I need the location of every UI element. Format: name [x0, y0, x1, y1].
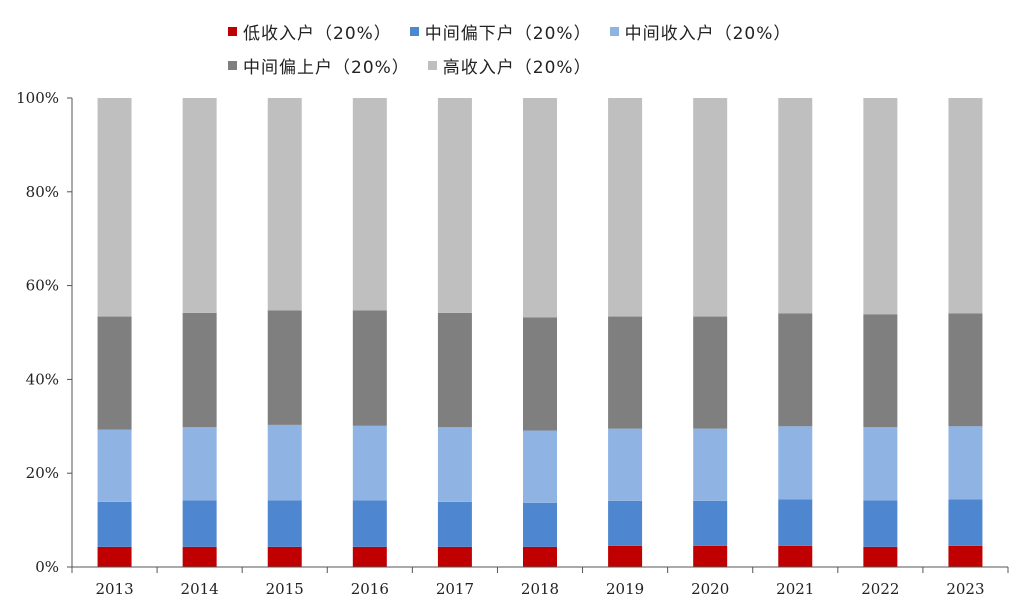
bar-segment-2017-series-0	[437, 546, 472, 567]
bar-segment-2016-series-0	[352, 546, 387, 567]
bar-segment-2021-series-3	[778, 313, 813, 427]
x-tick-label-2015: 2015	[266, 580, 304, 598]
bar-segment-2017-series-1	[437, 501, 472, 547]
y-tick-label-40pct: 40%	[26, 370, 59, 388]
bar-segment-2023-series-2	[948, 426, 983, 500]
bar-segment-2020-series-2	[693, 428, 728, 501]
legend-swatch-low-income	[228, 26, 237, 36]
legend-label-high-income: 高收入户（20%）	[442, 57, 592, 78]
bar-segment-2021-series-2	[778, 426, 813, 500]
legend-row-2: 中间偏上户（20%） 高收入户（20%）	[228, 48, 848, 82]
bar-segment-2019-series-2	[608, 428, 643, 501]
x-tick-label-2022: 2022	[861, 580, 899, 598]
bar-segment-2022-series-4	[863, 98, 898, 315]
y-tick-label-60pct: 60%	[26, 277, 59, 295]
legend-row-1: 低收入户（20%） 中间偏下户（20%） 中间收入户（20%）	[228, 14, 848, 48]
legend-label-middle-income: 中间收入户（20%）	[624, 23, 792, 44]
bar-segment-2017-series-3	[437, 312, 472, 428]
x-tick-label-2013: 2013	[95, 580, 133, 598]
legend-item-high-income: 高收入户（20%）	[427, 53, 592, 78]
bar-segment-2013-series-3	[97, 316, 132, 430]
bar-segment-2016-series-1	[352, 500, 387, 547]
bar-segment-2016-series-3	[352, 310, 387, 426]
x-tick-label-2019: 2019	[606, 580, 644, 598]
bar-segment-2015-series-0	[267, 546, 302, 567]
bar-segment-2023-series-0	[948, 545, 983, 567]
bar-segment-2013-series-2	[97, 429, 132, 502]
x-tick-label-2023: 2023	[946, 580, 984, 598]
legend-swatch-lower-middle-income	[409, 26, 419, 36]
bar-segment-2023-series-1	[948, 499, 983, 546]
x-tick-label-2017: 2017	[436, 580, 474, 598]
bar-segment-2018-series-4	[523, 98, 557, 318]
bar-segment-2016-series-2	[352, 425, 387, 501]
bar-segment-2021-series-4	[778, 98, 813, 314]
x-tick-label-2018: 2018	[521, 580, 559, 598]
bar-segment-2014-series-2	[182, 427, 217, 501]
bar-segment-2015-series-3	[267, 310, 302, 425]
bar-segment-2013-series-4	[97, 98, 132, 317]
bar-segment-2023-series-3	[948, 313, 983, 427]
bar-segment-2019-series-1	[608, 500, 643, 546]
legend-label-lower-middle-income: 中间偏下户（20%）	[424, 23, 592, 44]
bar-segment-2020-series-0	[693, 545, 728, 567]
bar-segment-2015-series-1	[267, 500, 302, 547]
bar-segment-2015-series-2	[267, 424, 302, 501]
y-tick-label-0pct: 0%	[35, 558, 59, 576]
bar-segment-2021-series-0	[778, 545, 813, 567]
bar-segment-2022-series-3	[863, 314, 898, 428]
bar-segment-2016-series-4	[352, 98, 387, 311]
y-tick-label-80pct: 80%	[26, 183, 59, 201]
bar-segment-2021-series-1	[778, 499, 813, 546]
bar-segment-2018-series-2	[523, 430, 557, 503]
bar-segment-2017-series-2	[437, 427, 472, 502]
bar-segment-2020-series-3	[693, 316, 728, 429]
axes-layer: 2013 2014 2015 2016 2017 2018 2019 2020 2021 2022…	[16, 89, 1009, 598]
bar-segment-2022-series-1	[863, 500, 898, 547]
bar-segment-2015-series-4	[267, 98, 302, 311]
legend-swatch-high-income	[427, 60, 437, 70]
bar-segment-2020-series-4	[693, 98, 728, 317]
legend: 低收入户（20%） 中间偏下户（20%） 中间收入户（20%） 中间偏上户（20…	[228, 14, 848, 82]
bars-layer	[97, 98, 983, 567]
bar-segment-2014-series-4	[182, 98, 217, 313]
bar-segment-2019-series-4	[608, 98, 643, 317]
x-tick-label-2021: 2021	[776, 580, 814, 598]
bar-segment-2017-series-4	[437, 98, 472, 313]
legend-swatch-middle-income	[609, 26, 619, 36]
bar-segment-2018-series-3	[523, 317, 557, 431]
x-tick-label-2016: 2016	[351, 580, 389, 598]
bar-segment-2020-series-1	[693, 500, 728, 546]
bar-segment-2013-series-1	[97, 501, 132, 547]
x-tick-label-2020: 2020	[691, 580, 729, 598]
y-tick-label-100pct: 100%	[16, 89, 59, 107]
legend-label-upper-middle-income: 中间偏上户（20%）	[243, 57, 410, 78]
bar-segment-2018-series-0	[523, 546, 557, 567]
bar-segment-2014-series-0	[182, 546, 217, 567]
bar-segment-2013-series-0	[97, 546, 132, 567]
y-tick-label-20pct: 20%	[26, 464, 59, 482]
bar-segment-2018-series-1	[523, 502, 557, 547]
x-tick-label-2014: 2014	[181, 580, 219, 598]
legend-swatch-upper-middle-income	[228, 60, 237, 70]
bar-segment-2014-series-3	[182, 312, 217, 428]
legend-item-lower-middle-income: 中间偏下户（20%）	[409, 19, 592, 44]
bar-segment-2023-series-4	[948, 98, 983, 314]
legend-item-upper-middle-income: 中间偏上户（20%）	[228, 53, 410, 78]
bar-segment-2022-series-0	[863, 546, 898, 567]
bar-segment-2019-series-0	[608, 545, 643, 567]
legend-item-low-income: 低收入户（20%）	[228, 19, 392, 44]
bar-segment-2014-series-1	[182, 500, 217, 547]
legend-label-low-income: 低收入户（20%）	[243, 23, 392, 44]
bar-segment-2019-series-3	[608, 316, 643, 429]
legend-item-middle-income: 中间收入户（20%）	[609, 19, 792, 44]
bar-segment-2022-series-2	[863, 427, 898, 501]
